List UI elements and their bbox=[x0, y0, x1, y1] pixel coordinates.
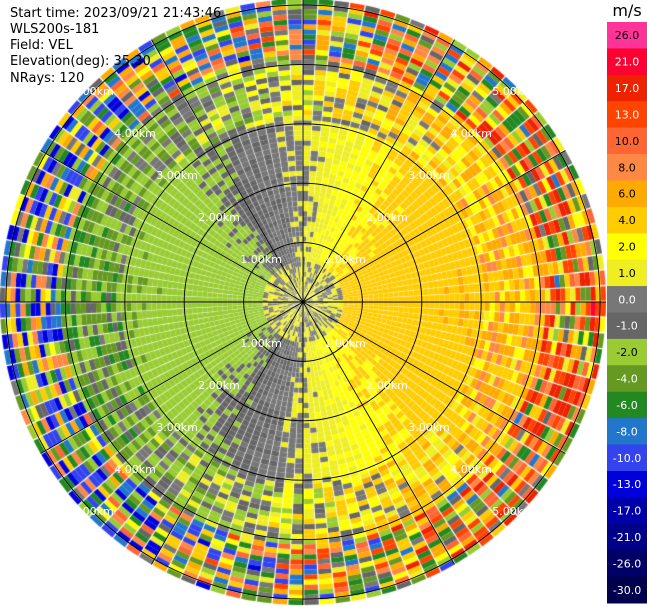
azimuth-spoke-330 bbox=[151, 39, 304, 303]
azimuth-spoke-210 bbox=[151, 301, 304, 565]
range-ring-label: 4.00km bbox=[450, 463, 492, 476]
range-ring-label: 2.00km bbox=[366, 379, 408, 392]
azimuth-spoke-300 bbox=[40, 150, 304, 303]
elevation-label: Elevation(deg): 35.30 bbox=[10, 54, 151, 69]
range-ring-label: 5.00km bbox=[72, 505, 114, 518]
azimuth-spoke-30 bbox=[302, 39, 455, 303]
range-ring-label: 3.00km bbox=[408, 421, 450, 434]
range-ring-label: 3.00km bbox=[156, 421, 198, 434]
range-ring-label: 5.00km bbox=[492, 505, 534, 518]
instrument-label: WLS200s-181 bbox=[10, 22, 100, 37]
range-ring-label: 3.00km bbox=[408, 169, 450, 182]
azimuth-spoke-150 bbox=[302, 301, 455, 565]
range-ring-label: 1.00km bbox=[240, 337, 282, 350]
range-ring-label: 1.00km bbox=[240, 253, 282, 266]
range-ring-label: 4.00km bbox=[450, 127, 492, 140]
range-ring-label: 5.00km bbox=[492, 85, 534, 98]
range-ring-label: 2.00km bbox=[366, 211, 408, 224]
range-ring-label: 3.00km bbox=[156, 169, 198, 182]
azimuth-spoke-60 bbox=[302, 150, 566, 303]
range-ring-label: 2.00km bbox=[198, 379, 240, 392]
range-ring-label: 4.00km bbox=[114, 463, 156, 476]
field-label: Field: VEL bbox=[10, 38, 73, 53]
range-ring-label: 4.00km bbox=[114, 127, 156, 140]
start-time-label: Start time: 2023/09/21 21:43:46 bbox=[10, 6, 222, 21]
range-ring-label: 2.00km bbox=[198, 211, 240, 224]
range-ring-label: 1.00km bbox=[324, 337, 366, 350]
range-ring-label: 1.00km bbox=[324, 253, 366, 266]
azimuth-spoke-120 bbox=[302, 301, 566, 454]
range-ring-label: 5.00km bbox=[72, 85, 114, 98]
azimuth-spoke-240 bbox=[40, 301, 304, 454]
nrays-label: NRays: 120 bbox=[10, 71, 85, 86]
